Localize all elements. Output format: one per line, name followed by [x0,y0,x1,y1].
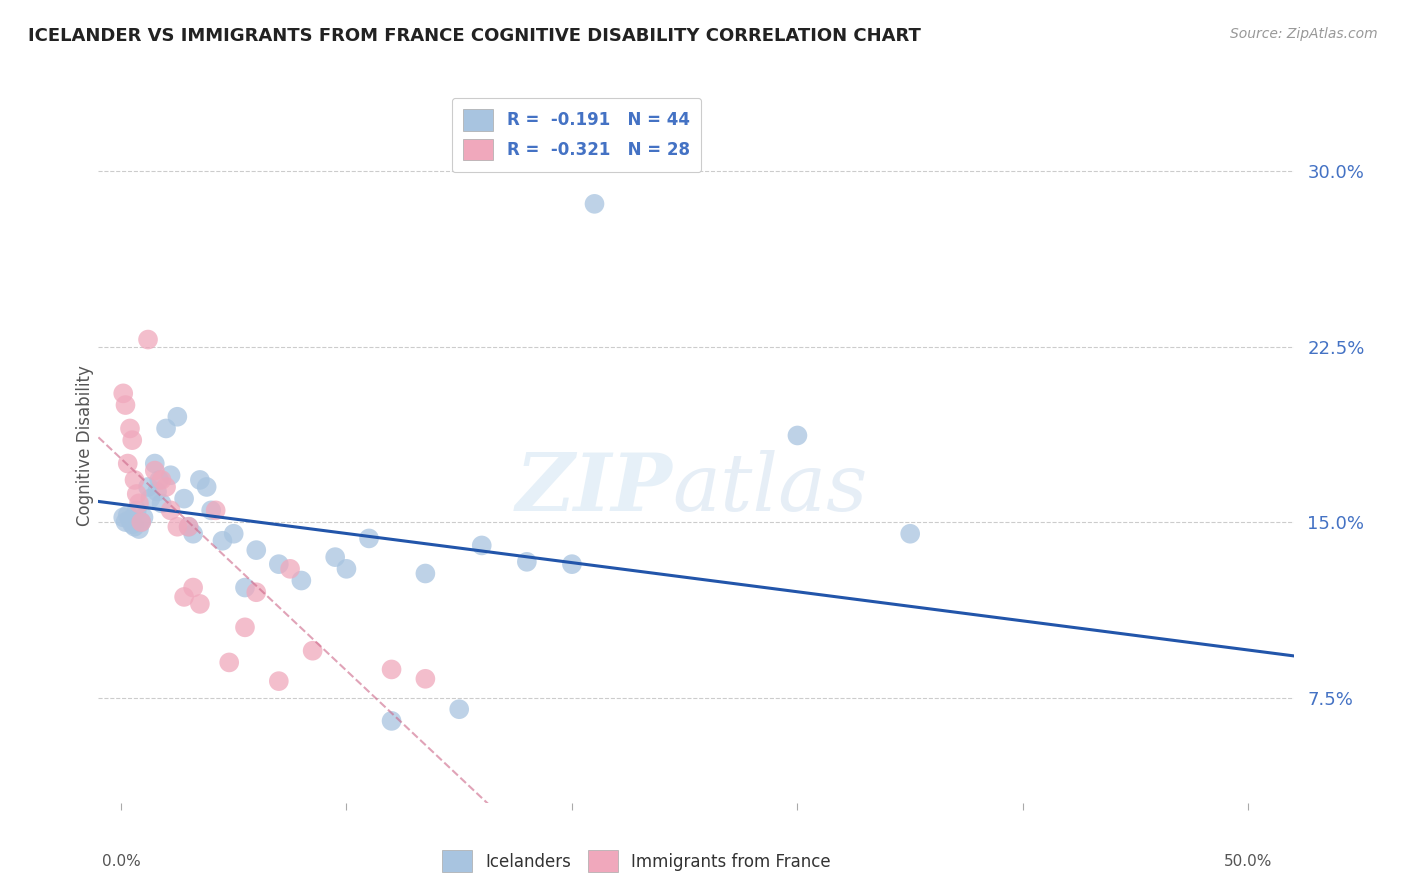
Point [449,702,471,716]
Text: atlas: atlas [672,450,868,527]
Point [136,480,159,494]
Point [233,620,256,634]
Point [335,562,357,576]
Point [159,503,181,517]
Point [118,421,141,435]
Point [245,585,267,599]
Point [117,508,139,522]
Text: 50.0%: 50.0% [1225,855,1272,870]
Point [155,480,177,494]
Point [114,515,136,529]
Point [357,532,380,546]
Point [136,333,159,347]
Point [233,581,256,595]
Point [181,526,204,541]
Point [150,496,173,510]
Point [471,538,494,552]
Point [128,496,150,510]
Point [583,197,606,211]
Point [143,457,166,471]
Point [516,555,538,569]
Point [139,491,162,506]
Y-axis label: Cognitive Disability: Cognitive Disability [76,366,94,526]
Point [148,473,170,487]
Point [173,491,195,506]
Point [121,517,143,532]
Point [166,519,188,533]
Point [561,557,583,571]
Legend: Icelanders, Immigrants from France: Icelanders, Immigrants from France [433,842,839,880]
Point [155,421,177,435]
Point [245,543,267,558]
Point [150,473,173,487]
Point [159,468,181,483]
Point [124,519,146,533]
Point [128,522,150,536]
Point [121,433,143,447]
Point [415,672,437,686]
Point [267,674,290,689]
Text: 0.0%: 0.0% [101,855,141,870]
Point [301,644,323,658]
Point [143,464,166,478]
Text: Source: ZipAtlas.com: Source: ZipAtlas.com [1230,27,1378,41]
Point [129,515,152,529]
Point [125,487,148,501]
Point [415,566,437,581]
Point [898,526,921,541]
Point [290,574,312,588]
Point [267,557,290,571]
Point [112,510,135,524]
Point [380,714,402,728]
Point [129,515,152,529]
Point [222,526,245,541]
Point [173,590,195,604]
Point [132,510,155,524]
Point [166,409,188,424]
Point [278,562,301,576]
Point [146,484,169,499]
Text: ICELANDER VS IMMIGRANTS FROM FRANCE COGNITIVE DISABILITY CORRELATION CHART: ICELANDER VS IMMIGRANTS FROM FRANCE COGN… [28,27,921,45]
Point [188,473,211,487]
Point [177,519,200,533]
Point [204,503,226,517]
Point [786,428,808,442]
Point [195,480,218,494]
Point [125,503,148,517]
Point [188,597,211,611]
Point [323,550,346,565]
Point [124,473,146,487]
Point [200,503,222,517]
Point [218,656,240,670]
Point [1215,814,1237,829]
Point [181,581,204,595]
Point [112,386,135,401]
Point [211,533,233,548]
Text: ZIP: ZIP [515,450,672,527]
Point [118,513,141,527]
Point [114,398,136,412]
Point [177,519,200,533]
Point [117,457,139,471]
Point [380,662,402,676]
